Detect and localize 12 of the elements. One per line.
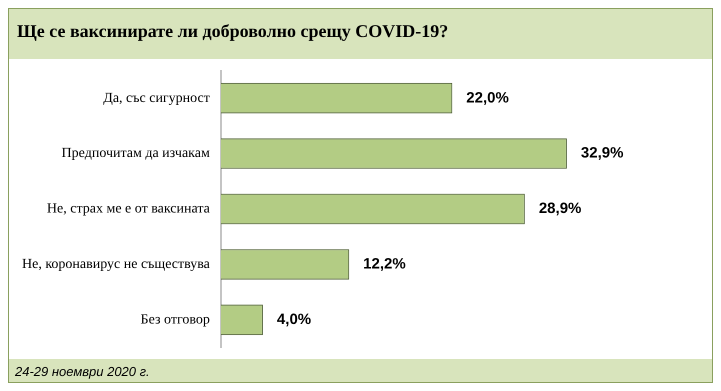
data-label: 28,9% — [538, 200, 582, 218]
y-tick-label: Не, коронавирус не съществува — [22, 257, 211, 272]
y-tick-label: Не, страх ме е от ваксината — [46, 202, 211, 217]
data-label: 12,2% — [363, 256, 406, 273]
chart-title: Ще се ваксинирате ли доброволно срещу COVID-19? — [16, 20, 450, 43]
y-tick-label: Да, със сигурност — [103, 90, 210, 106]
data-label: 32,9% — [580, 144, 624, 162]
data-label: 22,0% — [466, 89, 509, 106]
text: 24-29 ноември 2020 г. — [15, 364, 150, 379]
y-tick-label: Без отговор — [140, 312, 210, 328]
data-label: 4,0% — [276, 311, 312, 328]
y-tick-label: Предпочитам да изчакам — [62, 146, 210, 162]
